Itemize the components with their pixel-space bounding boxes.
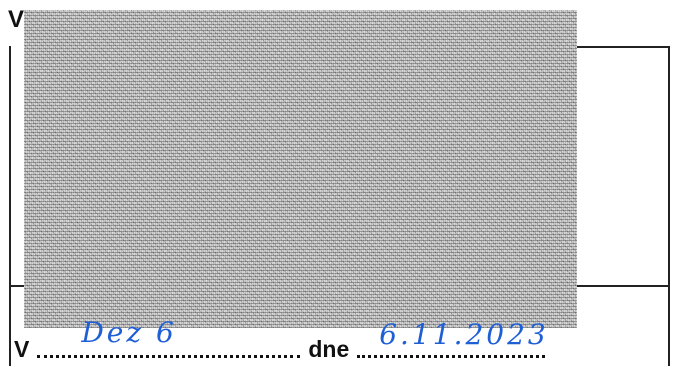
place-handwriting: Dez 6 — [81, 316, 177, 349]
date-field[interactable]: 6.11.2023 — [357, 318, 546, 358]
frame-top-line — [577, 46, 670, 48]
frame-left-line — [9, 46, 11, 366]
frame-right-line — [668, 46, 670, 366]
obscured-region — [24, 10, 577, 328]
place-date-row: V Dez 6 dne 6.11.2023 — [14, 316, 614, 364]
place-label: V — [14, 336, 30, 362]
top-v-label: V — [8, 6, 25, 33]
date-handwriting: 6.11.2023 — [379, 318, 549, 351]
place-field[interactable]: Dez 6 — [37, 316, 301, 358]
date-label: dne — [308, 336, 350, 362]
